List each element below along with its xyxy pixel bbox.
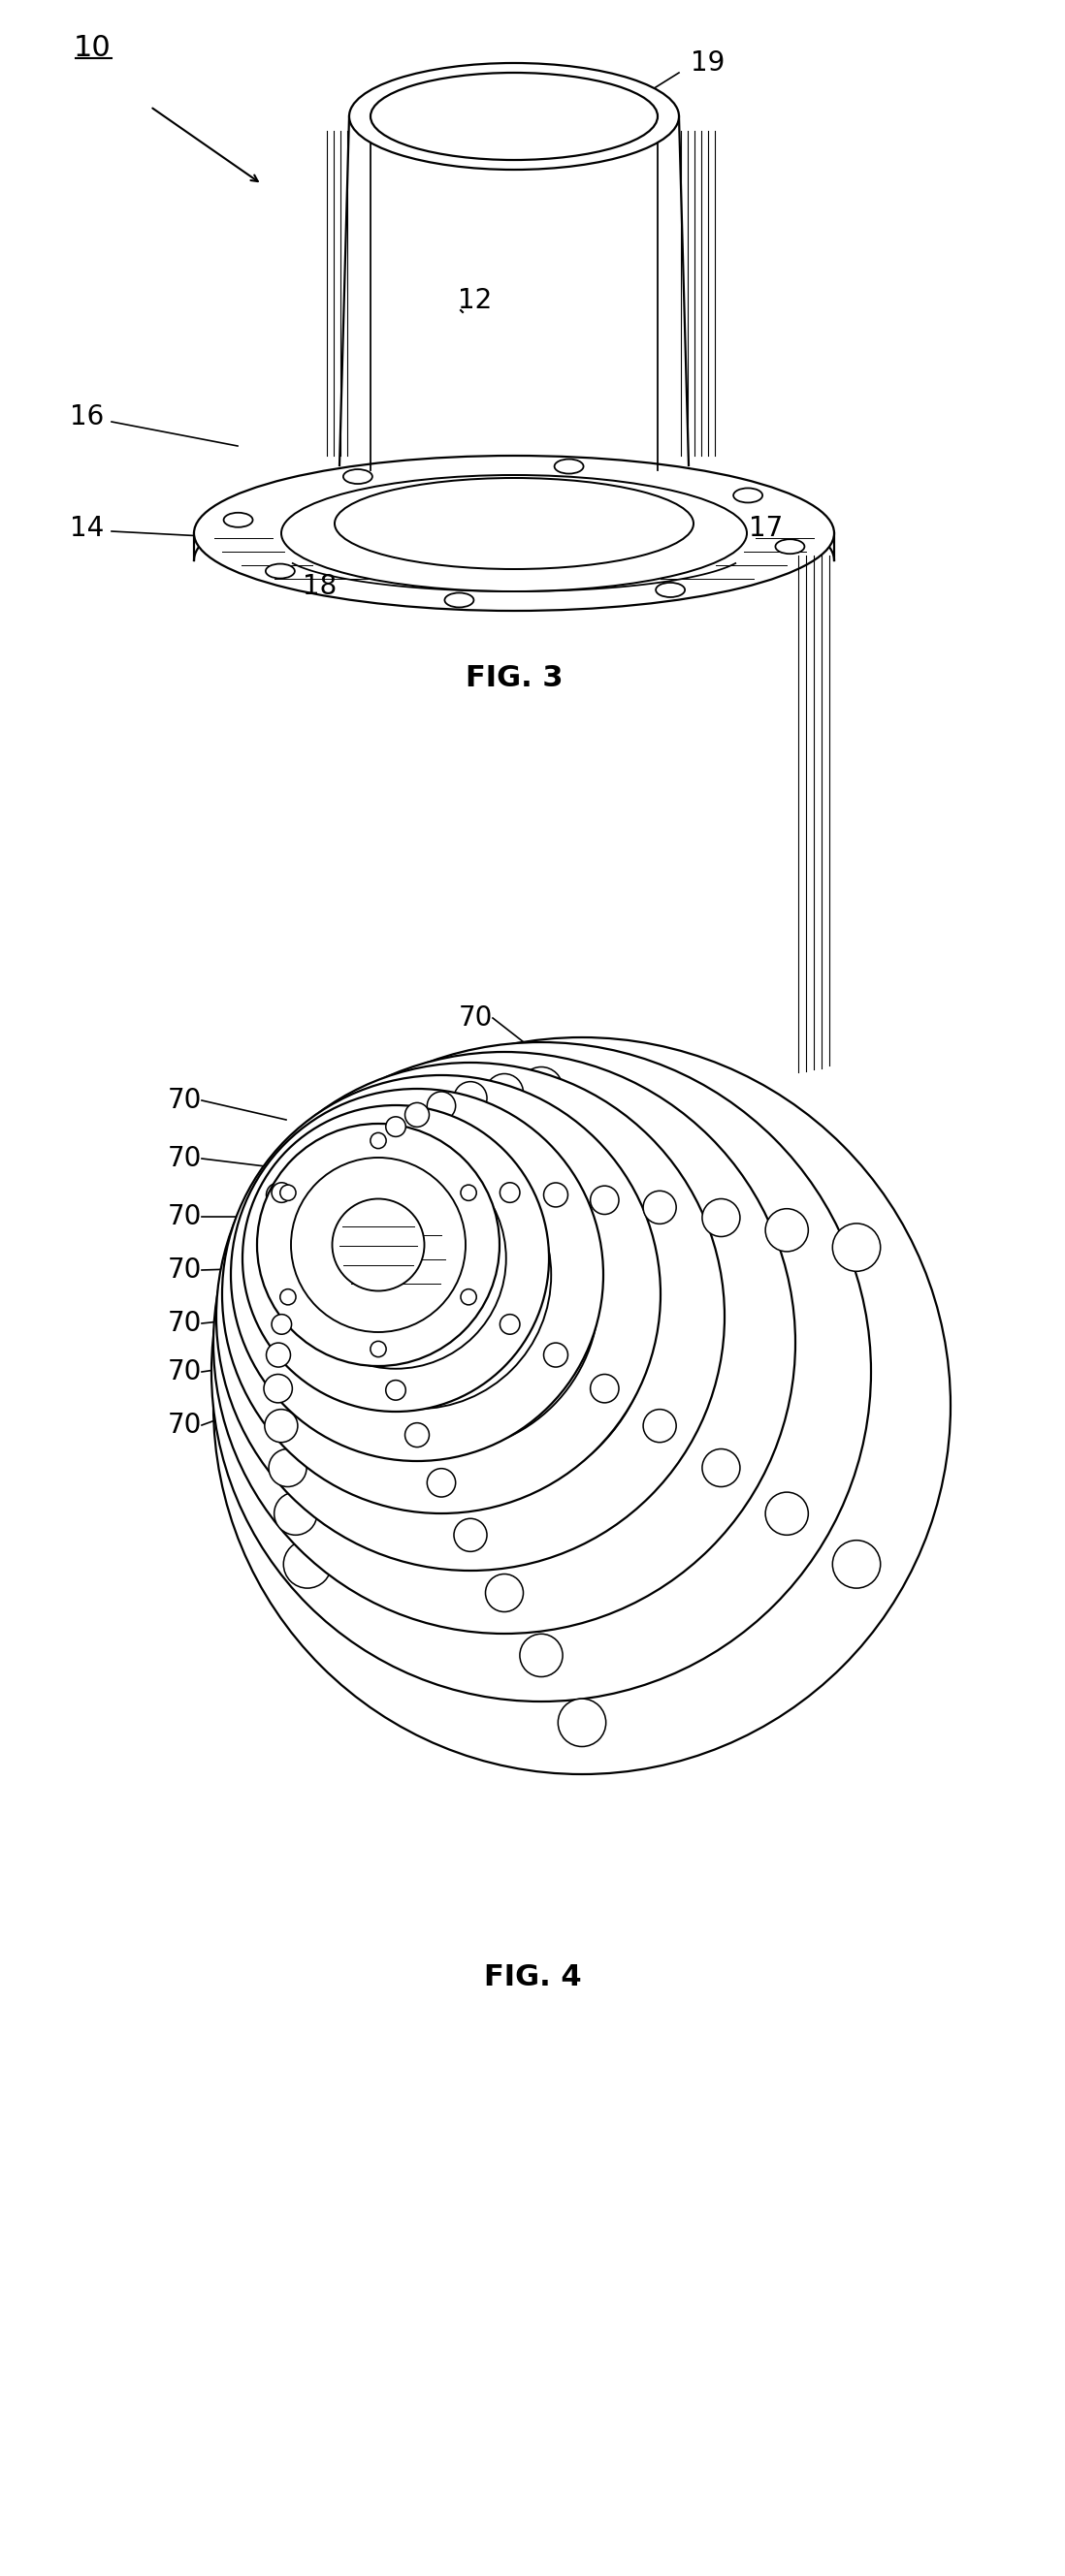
Ellipse shape <box>734 487 763 502</box>
Text: 70: 70 <box>167 1412 201 1440</box>
Circle shape <box>520 1066 562 1110</box>
Text: 70: 70 <box>167 1309 201 1337</box>
Text: 70: 70 <box>458 1005 492 1030</box>
Circle shape <box>283 1540 331 1589</box>
Circle shape <box>643 1190 676 1224</box>
Circle shape <box>213 1038 951 1775</box>
Text: 70: 70 <box>167 1203 201 1231</box>
Circle shape <box>405 1103 429 1126</box>
Circle shape <box>272 1182 292 1203</box>
Text: 12: 12 <box>458 286 492 314</box>
Ellipse shape <box>349 62 679 170</box>
Circle shape <box>266 1182 291 1208</box>
Circle shape <box>702 1198 740 1236</box>
Circle shape <box>394 1231 615 1453</box>
Text: 70: 70 <box>167 1087 201 1113</box>
Circle shape <box>266 1342 291 1368</box>
Circle shape <box>223 1074 660 1515</box>
Circle shape <box>257 1123 499 1365</box>
Ellipse shape <box>343 469 373 484</box>
Circle shape <box>766 1492 808 1535</box>
Circle shape <box>280 1185 296 1200</box>
Circle shape <box>358 1211 525 1378</box>
Circle shape <box>461 1185 476 1200</box>
Circle shape <box>833 1540 881 1589</box>
Circle shape <box>371 1342 387 1358</box>
Circle shape <box>442 1265 722 1546</box>
Circle shape <box>216 1061 724 1571</box>
Circle shape <box>274 1208 317 1252</box>
Circle shape <box>590 1185 619 1213</box>
Circle shape <box>558 1064 606 1113</box>
Circle shape <box>268 1448 307 1486</box>
Circle shape <box>386 1118 406 1136</box>
Ellipse shape <box>656 582 685 598</box>
Circle shape <box>386 1381 406 1401</box>
Text: FIG. 3: FIG. 3 <box>465 665 562 693</box>
Circle shape <box>268 1198 307 1236</box>
Text: 10: 10 <box>73 33 111 62</box>
Circle shape <box>833 1224 881 1273</box>
Circle shape <box>280 1288 296 1306</box>
Text: 16: 16 <box>70 404 104 430</box>
Text: 70: 70 <box>167 1358 201 1386</box>
Circle shape <box>558 1698 606 1747</box>
Circle shape <box>520 1633 562 1677</box>
Circle shape <box>405 1422 429 1448</box>
Text: 14: 14 <box>70 515 104 541</box>
Circle shape <box>374 1221 567 1414</box>
Ellipse shape <box>371 72 657 160</box>
Circle shape <box>283 1224 331 1273</box>
Ellipse shape <box>224 513 252 528</box>
Ellipse shape <box>445 592 474 608</box>
Circle shape <box>427 1468 456 1497</box>
Ellipse shape <box>334 479 693 569</box>
Text: 18: 18 <box>302 572 338 600</box>
Circle shape <box>486 1074 523 1113</box>
Circle shape <box>346 1203 488 1345</box>
Circle shape <box>486 1574 523 1613</box>
Text: 70: 70 <box>167 1257 201 1283</box>
Circle shape <box>543 1342 568 1368</box>
Circle shape <box>243 1105 548 1412</box>
Circle shape <box>264 1190 298 1224</box>
Circle shape <box>766 1208 808 1252</box>
Circle shape <box>427 1092 456 1121</box>
Circle shape <box>274 1492 317 1535</box>
Text: 70: 70 <box>167 1144 201 1172</box>
Circle shape <box>454 1082 487 1115</box>
Ellipse shape <box>555 459 584 474</box>
Circle shape <box>371 1133 387 1149</box>
Circle shape <box>416 1247 667 1497</box>
Circle shape <box>231 1090 603 1461</box>
Circle shape <box>643 1409 676 1443</box>
Circle shape <box>461 1288 476 1306</box>
Circle shape <box>590 1373 619 1404</box>
Circle shape <box>543 1182 568 1208</box>
Circle shape <box>272 1314 292 1334</box>
Ellipse shape <box>775 538 804 554</box>
Circle shape <box>702 1448 740 1486</box>
Ellipse shape <box>265 564 295 580</box>
Circle shape <box>499 1182 520 1203</box>
Circle shape <box>499 1314 520 1334</box>
Circle shape <box>264 1373 292 1404</box>
Ellipse shape <box>194 456 834 611</box>
Circle shape <box>213 1051 796 1633</box>
Text: FIG. 4: FIG. 4 <box>484 1963 581 1991</box>
Circle shape <box>212 1043 871 1703</box>
Circle shape <box>338 1200 454 1316</box>
Circle shape <box>332 1198 424 1291</box>
Circle shape <box>264 1185 292 1213</box>
Circle shape <box>264 1409 298 1443</box>
Text: 17: 17 <box>749 515 784 541</box>
Circle shape <box>454 1517 487 1551</box>
Text: 19: 19 <box>691 49 725 77</box>
